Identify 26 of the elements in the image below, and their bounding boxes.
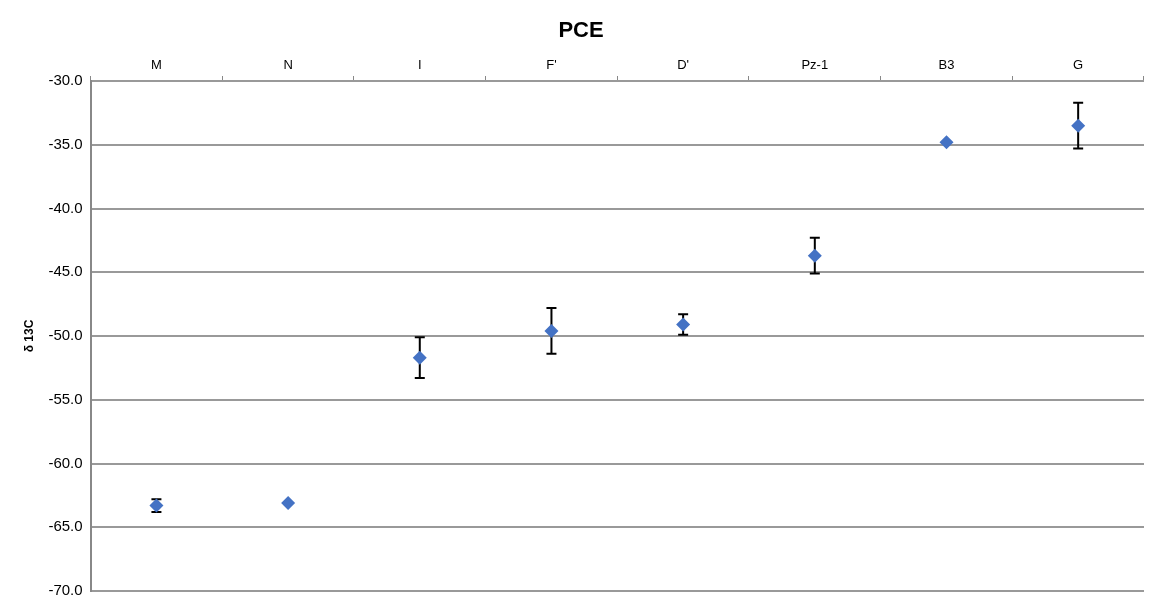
x-tick-label: Pz-1 (801, 56, 829, 72)
y-tick-label: -35.0 (48, 134, 83, 152)
y-tick-label: -50.0 (48, 326, 83, 344)
x-tick-label: G (1073, 56, 1084, 72)
point (676, 317, 691, 332)
y-tick-label: -40.0 (48, 198, 83, 216)
y-tick-label: -30.0 (48, 71, 83, 89)
x-tick-label: D' (677, 56, 690, 72)
y-tick-label: -60.0 (48, 453, 83, 471)
x-tick-label: N (283, 56, 293, 72)
point (412, 350, 427, 365)
point (939, 135, 954, 150)
point (1071, 118, 1086, 133)
y-tick-label: -70.0 (48, 581, 83, 599)
x-tick-label: M (151, 56, 162, 72)
x-tick-label: F' (546, 56, 557, 72)
point (281, 496, 296, 511)
y-tick-label: -65.0 (48, 517, 83, 535)
x-tick-label: I (417, 56, 422, 72)
y-tick-label: -45.0 (48, 262, 83, 280)
y-tick-label: -55.0 (48, 389, 83, 407)
x-tick-label: B3 (938, 56, 955, 72)
y-axis-title: δ 13C (21, 319, 36, 353)
point (807, 248, 822, 263)
chart-title: PCE (558, 17, 604, 43)
point (544, 323, 559, 338)
